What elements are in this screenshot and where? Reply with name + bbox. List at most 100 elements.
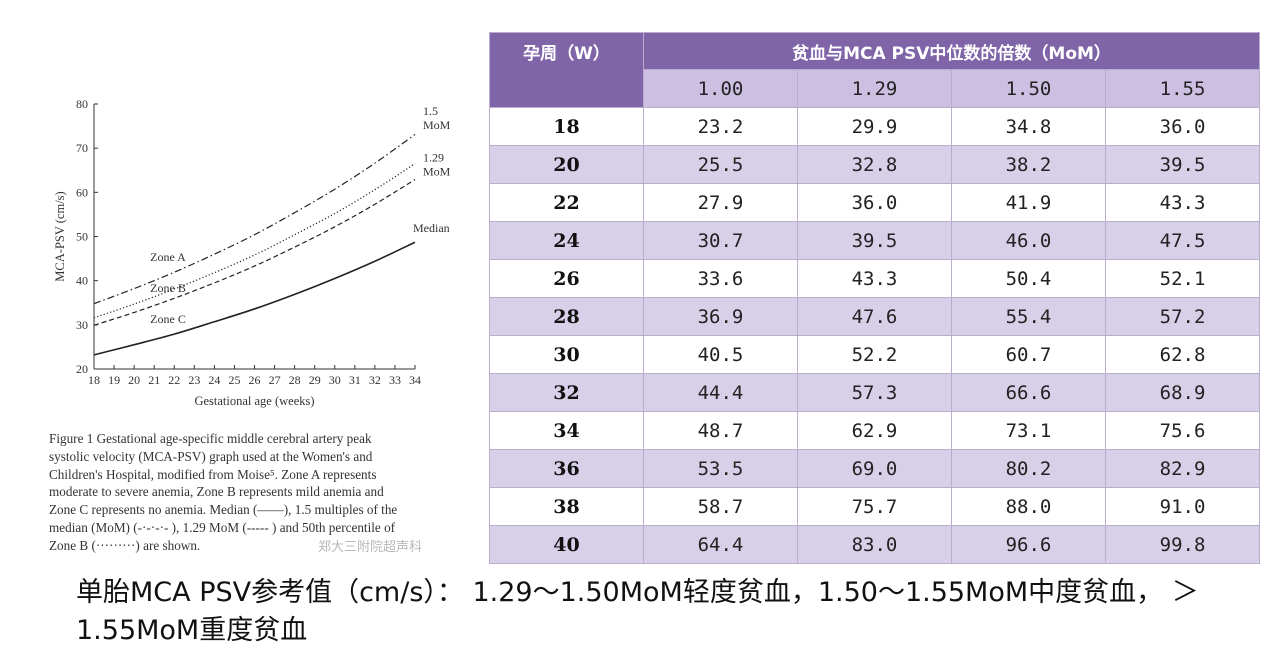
x-tick-label: 28 <box>289 373 301 387</box>
x-tick-label: 21 <box>148 373 160 387</box>
caption-line: systolic velocity (MCA-PSV) graph used a… <box>49 448 373 464</box>
week-cell: 40 <box>489 525 644 564</box>
y-tick-label: 20 <box>76 362 88 376</box>
value-cell: 34.8 <box>951 107 1106 146</box>
table-row: 34 48.7 62.9 73.1 75.6 <box>489 411 1261 450</box>
value-cell: 55.4 <box>951 297 1106 336</box>
caption-line: Zone C represents no anemia. Median (——)… <box>49 502 398 518</box>
x-tick-label: 22 <box>168 373 180 387</box>
value-cell: 36.0 <box>1104 107 1261 146</box>
week-cell: 26 <box>489 259 644 298</box>
value-cell: 53.5 <box>643 449 798 488</box>
value-cell: 50.4 <box>951 259 1106 298</box>
y-axis-title: MCA-PSV (cm/s) <box>53 191 67 281</box>
value-cell: 47.6 <box>797 297 952 336</box>
value-cell: 47.5 <box>1104 221 1261 260</box>
y-tick-label: 60 <box>76 185 88 199</box>
value-cell: 39.5 <box>797 221 952 260</box>
table-row: 36 53.5 69.0 80.2 82.9 <box>489 449 1261 488</box>
x-tick-label: 32 <box>369 373 381 387</box>
week-cell: 18 <box>489 107 644 146</box>
value-cell: 52.2 <box>797 335 952 374</box>
mca-psv-chart: 18 19 20 21 22 23 24 25 26 27 28 29 30 31 32 33 34 20 30 40… <box>40 90 480 420</box>
median-line <box>93 241 416 356</box>
chart-annotation: MoM <box>423 165 451 179</box>
value-cell: 23.2 <box>643 107 798 146</box>
table-row: 40 64.4 83.0 96.6 99.8 <box>489 525 1261 564</box>
figure-caption: Figure 1 Gestational age-specific middle… <box>49 430 459 555</box>
value-cell: 36.0 <box>797 183 952 222</box>
value-cell: 62.8 <box>1104 335 1261 374</box>
week-header: 孕周（W） <box>489 32 644 108</box>
value-cell: 33.6 <box>643 259 798 298</box>
mca-psv-chart-svg: 18 19 20 21 22 23 24 25 26 27 28 29 30 31 32 33 34 20 30 40… <box>53 97 451 408</box>
value-cell: 46.0 <box>951 221 1106 260</box>
y-tick-label: 30 <box>76 318 88 332</box>
value-cell: 58.7 <box>643 487 798 526</box>
value-cell: 82.9 <box>1104 449 1261 488</box>
value-cell: 27.9 <box>643 183 798 222</box>
value-cell: 66.6 <box>951 373 1106 412</box>
table-row: 22 27.9 36.0 41.9 43.3 <box>489 183 1261 222</box>
value-cell: 38.2 <box>951 145 1106 184</box>
x-tick-label: 29 <box>309 373 321 387</box>
chart-annotation: Zone C <box>150 312 186 326</box>
value-cell: 48.7 <box>643 411 798 450</box>
caption-line: Children's Hospital, modified from Moise… <box>49 466 377 482</box>
week-cell: 22 <box>489 183 644 222</box>
value-cell: 57.2 <box>1104 297 1261 336</box>
y-tick-label: 40 <box>76 274 88 288</box>
value-cell: 40.5 <box>643 335 798 374</box>
mom-value-header: 1.00 <box>643 69 798 108</box>
mom-value-header: 1.50 <box>951 69 1106 108</box>
week-cell: 24 <box>489 221 644 260</box>
x-tick-label: 27 <box>269 373 281 387</box>
week-cell: 28 <box>489 297 644 336</box>
table-row: 18 23.2 29.9 34.8 36.0 <box>489 107 1261 146</box>
x-tick-label: 19 <box>108 373 120 387</box>
chart-annotation: 1.29 <box>423 150 444 164</box>
x-tick-label: 31 <box>349 373 361 387</box>
mom-header: 贫血与MCA PSV中位数的倍数（MoM） <box>642 32 1261 70</box>
value-cell: 36.9 <box>643 297 798 336</box>
table-row: 32 44.4 57.3 66.6 68.9 <box>489 373 1261 412</box>
table-row: 28 36.9 47.6 55.4 57.2 <box>489 297 1261 336</box>
x-tick-label: 24 <box>208 373 220 387</box>
table-row: 24 30.7 39.5 46.0 47.5 <box>489 221 1261 260</box>
value-cell: 25.5 <box>643 145 798 184</box>
value-cell: 73.1 <box>951 411 1106 450</box>
value-cell: 80.2 <box>951 449 1106 488</box>
y-tick-label: 50 <box>76 230 88 244</box>
value-cell: 99.8 <box>1104 525 1261 564</box>
value-cell: 43.3 <box>1104 183 1261 222</box>
x-tick-label: 26 <box>249 373 261 387</box>
watermark: 郑大三附院超声科 <box>318 540 423 555</box>
mom-1-29-line <box>93 179 416 326</box>
reference-footnote: 单胎MCA PSV参考值（cm/s）： 1.29～1.50MoM轻度贫血，1.5… <box>76 577 1199 646</box>
value-cell: 30.7 <box>643 221 798 260</box>
y-tick-label: 70 <box>76 141 88 155</box>
value-cell: 75.6 <box>1104 411 1261 450</box>
table-row: 38 58.7 75.7 88.0 91.0 <box>489 487 1261 526</box>
table-body: 18 23.2 29.9 34.8 36.0 20 25.5 32.8 38.2 39.5 22 27… <box>489 107 1261 564</box>
x-tick-label: 30 <box>329 373 341 387</box>
x-tick-label: 23 <box>188 373 200 387</box>
chart-annotation: MoM <box>423 118 451 132</box>
zone-b-50th-percentile-line <box>93 163 416 319</box>
caption-line: median (MoM) (-·-·-·- ), 1.29 MoM (-----… <box>49 519 396 535</box>
week-cell: 30 <box>489 335 644 374</box>
value-cell: 62.9 <box>797 411 952 450</box>
chart-annotation: Zone B <box>150 281 186 295</box>
value-cell: 88.0 <box>951 487 1106 526</box>
value-cell: 41.9 <box>951 183 1106 222</box>
value-cell: 39.5 <box>1104 145 1261 184</box>
mom-reference-table: 孕周（W） 贫血与MCA PSV中位数的倍数（MoM） 1.00 1.29 1.… <box>489 32 1261 564</box>
x-tick-label: 18 <box>88 373 100 387</box>
caption-line: moderate to severe anemia, Zone B repres… <box>49 484 384 500</box>
y-tick-label: 80 <box>76 97 88 111</box>
week-cell: 32 <box>489 373 644 412</box>
week-cell: 36 <box>489 449 644 488</box>
table-row: 30 40.5 52.2 60.7 62.8 <box>489 335 1261 374</box>
x-axis-title: Gestational age (weeks) <box>194 394 314 408</box>
value-cell: 52.1 <box>1104 259 1261 298</box>
